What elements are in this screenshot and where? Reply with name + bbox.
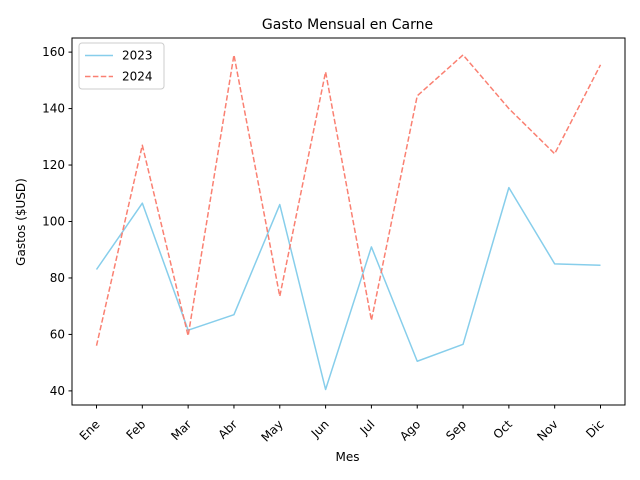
y-tick-label: 140 (42, 102, 65, 116)
y-tick-label: 160 (42, 45, 65, 59)
y-tick-label: 40 (50, 384, 65, 398)
y-tick-label: 60 (50, 327, 65, 341)
y-tick-label: 100 (42, 215, 65, 229)
legend-label-2024: 2024 (122, 70, 153, 84)
y-axis-title: Gastos ($USD) (14, 178, 28, 266)
legend-box (78, 42, 165, 90)
y-tick-label: 120 (42, 158, 65, 172)
x-axis-title: Mes (336, 450, 360, 464)
legend: 2023 2024 (78, 42, 165, 90)
chart-title: Gasto Mensual en Carne (262, 17, 433, 33)
y-tick-label: 80 (50, 271, 65, 285)
series-line-2023 (95, 186, 601, 391)
series-layer (95, 54, 602, 391)
legend-label-2023: 2023 (122, 49, 153, 63)
